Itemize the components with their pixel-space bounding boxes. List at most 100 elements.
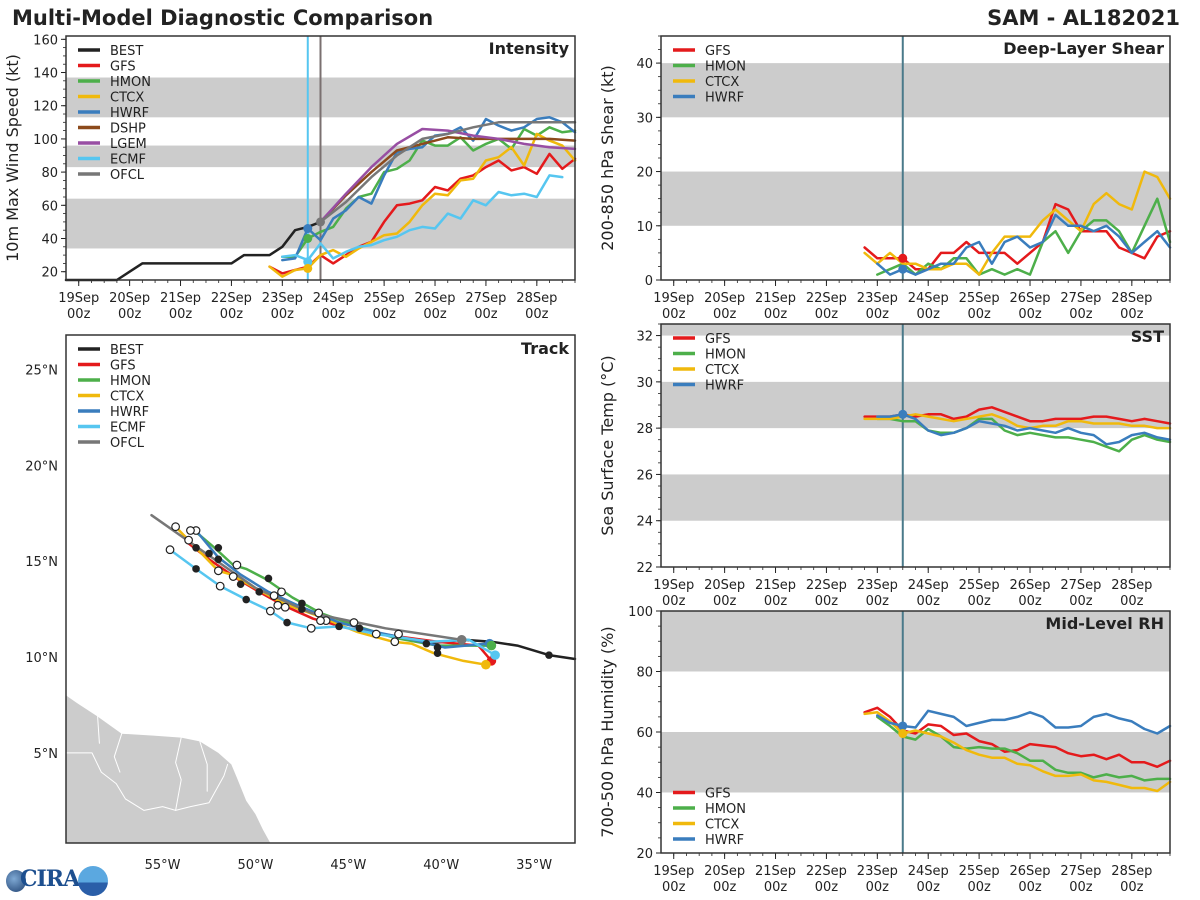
track-point-open: [171, 522, 181, 532]
x-tick-label: 00z: [917, 594, 941, 609]
x-tick-label: 26Sep: [1010, 578, 1051, 593]
marker-hwrf: [303, 224, 313, 234]
marker-ecmf: [303, 257, 313, 267]
lat-tick-label: 10°N: [25, 651, 58, 666]
panel-intensity: 2040608010012014016019Sep00z20Sep00z21Se…: [3, 33, 577, 322]
series-gfs: [863, 406, 1172, 425]
legend-label: GFS: [705, 332, 731, 347]
x-tick-label: 23Sep: [857, 864, 898, 879]
x-tick-label: 00z: [917, 307, 941, 322]
figure-title: Multi-Model Diagnostic Comparison: [12, 6, 434, 30]
country-border: [97, 716, 100, 744]
country-border: [175, 737, 182, 811]
x-tick-label: 00z: [423, 307, 447, 322]
lon-tick-label: 50°W: [238, 858, 274, 873]
y-tick-label: 60: [41, 199, 58, 214]
y-tick-label: 60: [636, 726, 653, 741]
y-tick-label: 20: [41, 266, 58, 281]
y-tick-label: 30: [636, 376, 653, 391]
shaded-band: [661, 171, 1170, 226]
series-ecmf: [281, 174, 564, 262]
x-tick-label: 24Sep: [313, 291, 354, 306]
legend-label: ECMF: [110, 153, 146, 168]
x-tick-label: 25Sep: [959, 291, 1000, 306]
track-point-open: [269, 591, 279, 601]
x-tick-label: 28Sep: [516, 291, 557, 306]
x-tick-label: 00z: [220, 307, 244, 322]
x-tick-label: 19Sep: [653, 291, 694, 306]
track-point-filled: [422, 639, 431, 648]
track-point-open: [215, 581, 225, 591]
legend-label: DSHP: [110, 122, 146, 137]
x-tick-label: 20Sep: [704, 864, 745, 879]
x-tick-label: 26Sep: [1010, 864, 1051, 879]
x-tick-label: 00z: [713, 594, 737, 609]
marker-hwrf: [898, 264, 908, 274]
panel-track: 5°N 10°N 15°N 20°N 25°N 55°W 50°W 45°W 40°W 35°W T…: [25, 334, 577, 873]
shaded-band: [661, 732, 1170, 793]
x-tick-label: 25Sep: [959, 864, 1000, 879]
legend-label: HWRF: [705, 833, 744, 848]
legend-label: GFS: [705, 44, 731, 59]
y-axis-label: Sea Surface Temp (°C): [598, 355, 617, 535]
x-tick-label: 00z: [967, 594, 991, 609]
track-point-filled: [255, 588, 263, 596]
x-tick-label: 20Sep: [109, 291, 150, 306]
marker-gfs: [898, 253, 908, 263]
x-tick-label: 00z: [67, 307, 91, 322]
track-point-filled: [355, 624, 364, 633]
x-tick-label: 25Sep: [959, 578, 1000, 593]
track-ecmf: [168, 548, 497, 657]
y-tick-label: 120: [33, 100, 58, 115]
track-point-open: [228, 572, 238, 581]
x-tick-label: 00z: [1120, 880, 1144, 895]
marker-hwrf: [898, 721, 908, 731]
legend-label: GFS: [110, 60, 136, 75]
lon-tick-label: 40°W: [423, 858, 459, 873]
track-point-open: [316, 616, 325, 626]
legend-label: BEST: [110, 44, 143, 59]
x-tick-label: 00z: [662, 594, 686, 609]
x-tick-label: 00z: [917, 880, 941, 895]
track-point-filled: [242, 595, 250, 604]
track-point-filled: [264, 574, 273, 583]
y-tick-label: 40: [41, 233, 58, 248]
x-tick-label: 22Sep: [806, 864, 847, 879]
storm-title: SAM - AL182021: [987, 6, 1180, 30]
x-tick-label: 27Sep: [465, 291, 506, 306]
x-tick-label: 00z: [866, 880, 890, 895]
axes-frame: [65, 35, 576, 281]
track-point-filled: [192, 565, 200, 573]
track-point-open: [186, 526, 195, 535]
x-tick-label: 21Sep: [755, 864, 796, 879]
x-tick-label: 27Sep: [1060, 578, 1101, 593]
track-point-filled: [545, 651, 553, 659]
shaded-band: [661, 611, 1170, 672]
x-tick-label: 28Sep: [1111, 864, 1152, 879]
x-tick-label: 20Sep: [704, 291, 745, 306]
track-point-filled: [283, 618, 291, 627]
y-axis-label: 10m Max Wind Speed (kt): [3, 54, 22, 262]
country-border: [113, 733, 123, 773]
panel-shear: 01020304019Sep00z20Sep00z21Sep00z22Sep00…: [598, 35, 1172, 322]
x-tick-label: 00z: [866, 307, 890, 322]
x-tick-label: 26Sep: [1010, 291, 1051, 306]
x-tick-label: 00z: [662, 880, 686, 895]
x-tick-label: 28Sep: [1111, 291, 1152, 306]
lon-tick-label: 45°W: [330, 858, 366, 873]
marker-hwrf: [898, 409, 908, 419]
shaded-band: [661, 63, 1170, 118]
track-point-filled: [236, 580, 245, 589]
x-tick-label: 00z: [967, 880, 991, 895]
marker-ctcx: [303, 263, 313, 273]
legend-label: HWRF: [110, 106, 149, 121]
legend-label: HMON: [705, 60, 746, 75]
track-point-open: [213, 566, 223, 576]
panel-title: Deep-Layer Shear: [1003, 39, 1164, 58]
x-tick-label: 00z: [815, 307, 839, 322]
x-tick-label: 00z: [764, 307, 788, 322]
legend-label: CTCX: [110, 91, 144, 106]
axes-frame: [660, 610, 1171, 854]
y-tick-label: 80: [636, 666, 653, 681]
track-point-filled: [205, 549, 213, 558]
